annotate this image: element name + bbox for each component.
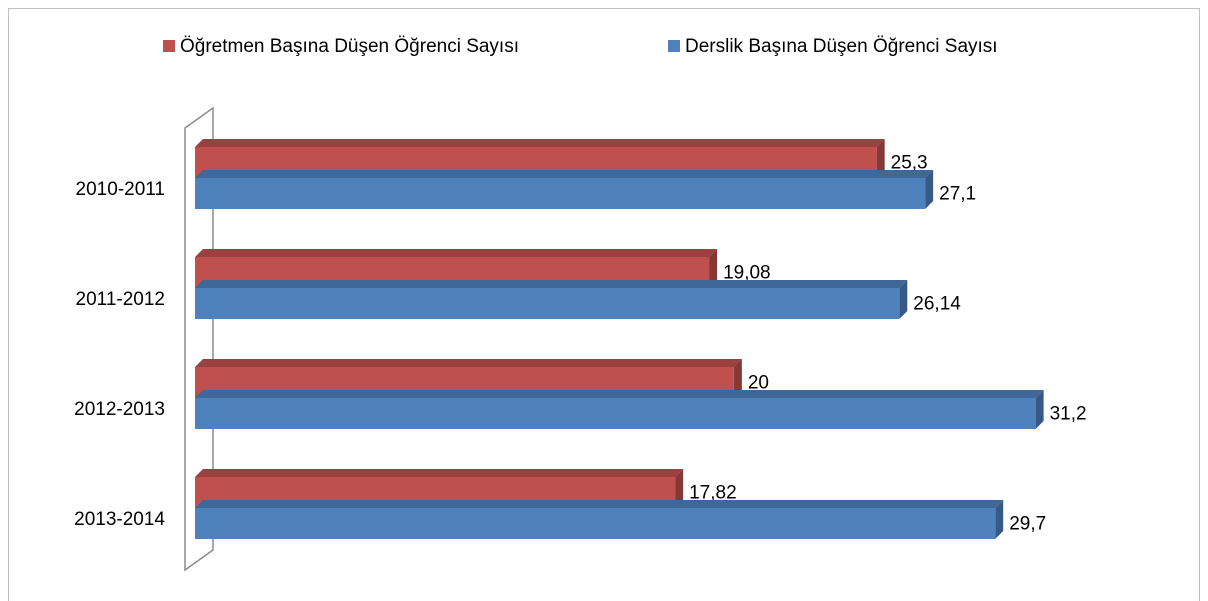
bar-side bbox=[925, 170, 934, 209]
y-tick-label: 2012-2013 bbox=[74, 399, 165, 420]
value-label: 31,2 bbox=[1050, 404, 1087, 425]
y-tick-label: 2011-2012 bbox=[76, 289, 165, 310]
legend-swatch bbox=[668, 40, 680, 52]
legend-label: Derslik Başına Düşen Öğrenci Sayısı bbox=[685, 36, 998, 57]
bar-top bbox=[195, 359, 742, 367]
bar bbox=[195, 508, 996, 539]
value-label: 29,7 bbox=[1009, 514, 1046, 535]
bar-side bbox=[675, 469, 684, 508]
value-label: 25,3 bbox=[891, 153, 928, 174]
bar-top bbox=[195, 500, 1004, 508]
bar-top bbox=[195, 280, 908, 288]
bar bbox=[195, 178, 926, 209]
bar bbox=[195, 398, 1036, 429]
value-label: 26,14 bbox=[913, 294, 961, 315]
value-label: 19,08 bbox=[723, 263, 771, 284]
bar-top bbox=[195, 249, 718, 257]
bar-side bbox=[995, 500, 1004, 539]
value-label: 20 bbox=[748, 373, 769, 394]
bar-top bbox=[195, 469, 684, 477]
bar-side bbox=[709, 249, 718, 288]
bar-side bbox=[899, 280, 908, 319]
axis-wall bbox=[184, 106, 214, 572]
chart-border bbox=[8, 8, 1200, 601]
bar-top bbox=[195, 390, 1044, 398]
bar-top bbox=[195, 139, 885, 147]
bar-top bbox=[195, 170, 934, 178]
legend-label: Öğretmen Başına Düşen Öğrenci Sayısı bbox=[180, 36, 519, 57]
bar-side bbox=[876, 139, 885, 178]
legend-swatch bbox=[163, 40, 175, 52]
bar-side bbox=[1035, 390, 1044, 429]
y-tick-label: 2010-2011 bbox=[76, 179, 165, 200]
bar-side bbox=[733, 359, 742, 398]
value-label: 17,82 bbox=[689, 483, 737, 504]
y-tick-label: 2013-2014 bbox=[74, 509, 165, 530]
value-label: 27,1 bbox=[939, 184, 976, 205]
bar bbox=[195, 288, 900, 319]
